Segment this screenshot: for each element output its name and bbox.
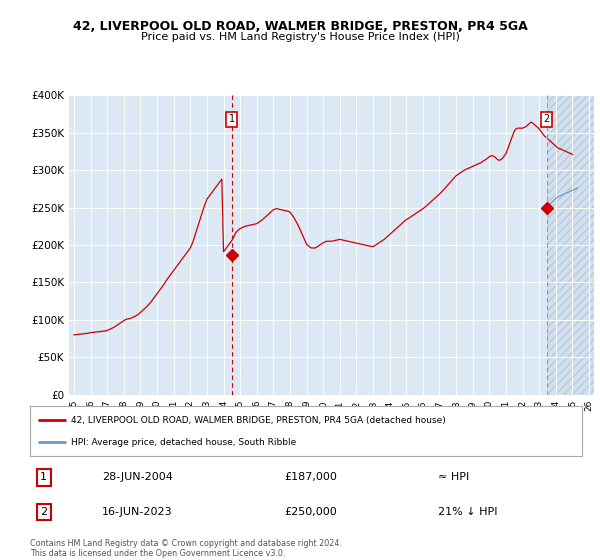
Text: 42, LIVERPOOL OLD ROAD, WALMER BRIDGE, PRESTON, PR4 5GA (detached house): 42, LIVERPOOL OLD ROAD, WALMER BRIDGE, P… [71, 416, 446, 424]
Text: 21% ↓ HPI: 21% ↓ HPI [439, 507, 498, 517]
Text: 28-JUN-2004: 28-JUN-2004 [102, 473, 173, 482]
Bar [547, 95, 594, 395]
Text: 1: 1 [40, 473, 47, 482]
Text: 2: 2 [40, 507, 47, 517]
Text: £250,000: £250,000 [284, 507, 337, 517]
Text: ≈ HPI: ≈ HPI [439, 473, 470, 482]
Text: HPI: Average price, detached house, South Ribble: HPI: Average price, detached house, Sout… [71, 438, 296, 447]
Text: £187,000: £187,000 [284, 473, 337, 482]
Text: Price paid vs. HM Land Registry's House Price Index (HPI): Price paid vs. HM Land Registry's House … [140, 32, 460, 43]
Text: Contains HM Land Registry data © Crown copyright and database right 2024.
This d: Contains HM Land Registry data © Crown c… [30, 539, 342, 558]
Text: 1: 1 [229, 114, 235, 124]
Text: 2: 2 [544, 114, 550, 124]
Bar [547, 95, 594, 395]
Text: 42, LIVERPOOL OLD ROAD, WALMER BRIDGE, PRESTON, PR4 5GA: 42, LIVERPOOL OLD ROAD, WALMER BRIDGE, P… [73, 20, 527, 32]
Text: 16-JUN-2023: 16-JUN-2023 [102, 507, 172, 517]
